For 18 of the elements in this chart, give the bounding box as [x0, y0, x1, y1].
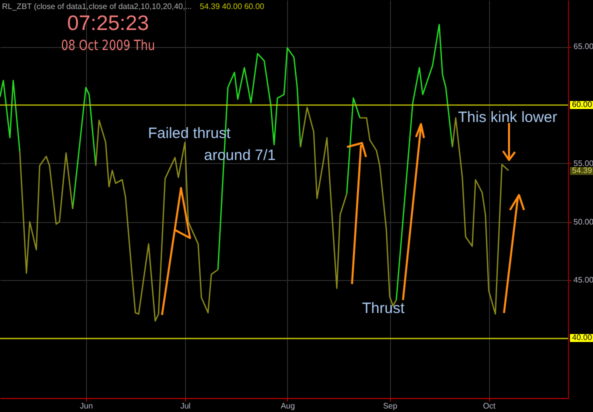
x-tick-label: Jul [180, 402, 191, 410]
ref-line-label: 40.00 [570, 333, 593, 342]
annotation: This kink lower [458, 109, 558, 126]
x-tick-label: Oct [483, 402, 496, 410]
annotation: 07:25:23 [67, 12, 149, 36]
annotation: 08 Oct 2009 Thu [61, 38, 155, 54]
annotation: Thrust [362, 300, 405, 317]
ref-line-label: 60.00 [570, 100, 593, 110]
y-tick-label: 50.00 [574, 217, 593, 226]
x-tick-label: Jun [80, 402, 93, 410]
y-tick-label: 65.00 [574, 42, 593, 52]
x-tick-label: Sep [383, 402, 398, 410]
annotation: 54.39 [570, 166, 593, 175]
y-tick-label: 55.00 [574, 158, 593, 168]
y-tick-label: 45.00 [574, 276, 593, 285]
chart-subtitle: 54.39 40.00 60.00 [200, 2, 264, 11]
x-tick-label: Aug [280, 402, 295, 410]
chart-title: RL_ZBT (close of data1,close of data2,10,10,20,40,... [2, 2, 192, 11]
